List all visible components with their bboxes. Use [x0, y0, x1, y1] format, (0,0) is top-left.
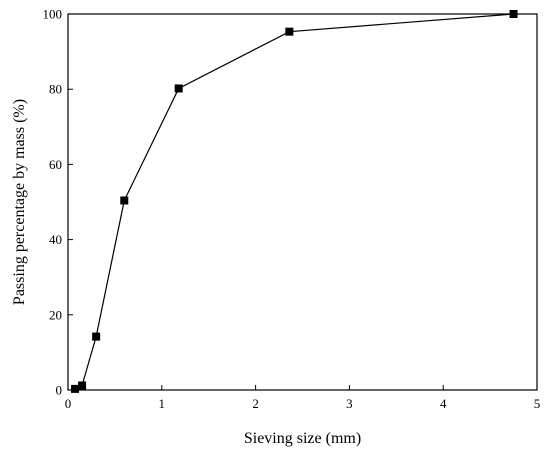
y-tick-label: 100: [43, 7, 63, 22]
data-point-marker: [509, 10, 518, 18]
data-point-marker: [71, 384, 80, 393]
y-axis-title: Passing percentage by mass (%): [11, 99, 28, 305]
y-tick-label: 40: [49, 232, 62, 247]
x-axis-title: Sieving size (mm): [244, 430, 361, 447]
series-line: [74, 13, 514, 390]
x-axis-ticks: 0 1 2 3 4 5: [65, 385, 541, 411]
data-point-marker: [174, 84, 183, 93]
x-tick-label: 4: [440, 396, 447, 411]
y-tick-label: 0: [56, 383, 63, 398]
data-point-marker: [285, 27, 294, 36]
data-point-marker: [92, 332, 101, 341]
plot-frame: [67, 13, 538, 391]
x-tick-label: 1: [159, 396, 166, 411]
series-layer: [71, 10, 518, 393]
x-tick-label: 2: [252, 396, 259, 411]
x-tick-label: 0: [65, 396, 72, 411]
data-point-marker: [78, 381, 87, 390]
x-tick-label: 5: [534, 396, 541, 411]
y-tick-label: 20: [49, 307, 62, 322]
data-point-marker: [120, 196, 129, 205]
x-tick-label: 3: [346, 396, 353, 411]
y-tick-label: 80: [49, 82, 62, 97]
y-axis-ticks: 0 20 40 60 80 100: [43, 7, 73, 398]
y-tick-label: 60: [49, 157, 62, 172]
